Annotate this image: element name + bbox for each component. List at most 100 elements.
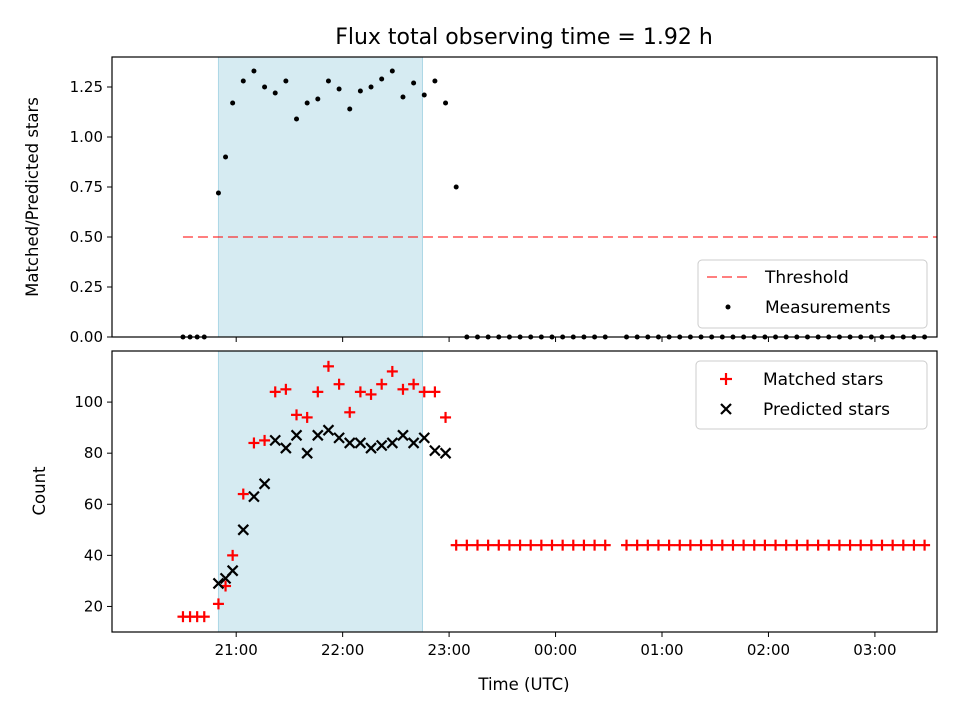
- matched-star-marker: [557, 539, 569, 551]
- matched-star-marker: [365, 388, 377, 400]
- predicted-star-marker: [212, 577, 225, 590]
- predicted-star-marker: [365, 442, 377, 454]
- matched-star-marker: [844, 539, 856, 551]
- matched-star-marker: [386, 365, 398, 377]
- predicted-legend-label: Predicted stars: [763, 400, 890, 420]
- measurement-point: [215, 190, 221, 196]
- measurement-point: [400, 94, 406, 100]
- predicted-star-marker: [237, 524, 250, 536]
- bottom-legend: Matched stars Predicted stars: [695, 360, 928, 430]
- matched-star-marker: [801, 539, 813, 551]
- matched-star-marker: [770, 539, 782, 551]
- predicted-star-marker: [333, 432, 345, 444]
- bottom-y-axis-label: Count: [30, 466, 49, 516]
- predicted-legend-swatch: [720, 403, 732, 415]
- matched-star-marker: [312, 386, 324, 398]
- x-tick-label: 03:00: [853, 641, 896, 659]
- predicted-star-marker: [290, 429, 303, 442]
- bottom-y-tick-label: 40: [84, 546, 103, 564]
- matched-star-marker: [738, 539, 750, 551]
- matched-star-marker: [897, 539, 909, 551]
- matched-star-marker: [674, 539, 686, 551]
- matched-star-marker: [493, 539, 505, 551]
- matched-star-marker: [748, 539, 760, 551]
- predicted-star-marker: [375, 439, 388, 452]
- matched-star-marker: [198, 611, 210, 623]
- chart-title: Flux total observing time = 1.92 h: [335, 25, 713, 50]
- predicted-star-marker: [343, 437, 356, 449]
- predicted-star-marker: [248, 490, 260, 503]
- measurement-point: [294, 116, 300, 122]
- matched-star-marker: [727, 539, 739, 551]
- matched-legend-label: Matched stars: [763, 370, 883, 390]
- matched-star-marker: [397, 383, 409, 395]
- top-y-tick-label: 1.25: [70, 78, 103, 96]
- matched-star-markers: [177, 360, 931, 623]
- matched-star-marker: [855, 539, 867, 551]
- matched-star-marker: [291, 409, 303, 421]
- matched-star-marker: [791, 539, 803, 551]
- bottom-highlight-span: [217, 350, 423, 633]
- measurement-point: [357, 88, 363, 94]
- matched-star-marker: [344, 406, 356, 418]
- top-y-axis-label: Matched/Predicted stars: [23, 97, 42, 297]
- matched-star-marker: [812, 539, 824, 551]
- measurement-point: [389, 68, 395, 74]
- matched-star-marker: [269, 386, 281, 398]
- matched-star-marker: [706, 539, 718, 551]
- matched-star-marker: [482, 539, 494, 551]
- bottom-x-axis: 21:00 22:00 23:00 00:00 01:00 02:00 03:00: [215, 632, 897, 659]
- predicted-star-marker: [397, 429, 409, 442]
- matched-star-marker: [833, 539, 845, 551]
- matched-star-marker: [887, 539, 899, 551]
- measurement-point: [347, 106, 353, 112]
- x-tick-label: 21:00: [215, 641, 258, 659]
- bottom-y-tick-label: 20: [84, 597, 103, 615]
- top-panel: 0.00 0.25 0.50 0.75 1.00 1.25 Matched/Predict…: [23, 56, 938, 346]
- bottom-y-tick-label: 80: [84, 444, 103, 462]
- matched-star-marker: [237, 488, 249, 500]
- predicted-star-marker: [322, 424, 335, 436]
- measurement-point: [453, 184, 459, 190]
- top-axes-frame: [111, 56, 938, 338]
- measurement-point: [251, 68, 257, 74]
- matched-star-marker: [514, 539, 526, 551]
- matched-star-marker: [589, 539, 601, 551]
- bottom-y-tick-label: 60: [84, 495, 103, 513]
- predicted-star-markers: [212, 424, 452, 590]
- matched-star-marker: [259, 434, 271, 446]
- top-legend: Threshold Measurements: [697, 259, 928, 329]
- measurement-point: [421, 92, 427, 98]
- x-tick-label: 01:00: [640, 641, 683, 659]
- matched-star-marker: [578, 539, 590, 551]
- matched-star-marker: [418, 386, 430, 398]
- top-y-axis: 0.00 0.25 0.50 0.75 1.00 1.25: [70, 78, 112, 346]
- top-y-tick-label: 0.00: [70, 328, 103, 346]
- predicted-star-marker: [269, 434, 282, 447]
- matched-star-marker: [865, 539, 877, 551]
- measurements-legend-label: Measurements: [765, 298, 891, 318]
- measurement-point: [315, 96, 321, 102]
- predicted-star-marker: [386, 437, 399, 449]
- predicted-star-marker: [312, 429, 324, 442]
- x-tick-label: 02:00: [747, 641, 790, 659]
- matched-star-marker: [535, 539, 547, 551]
- matched-star-marker: [280, 383, 292, 395]
- matched-star-marker: [212, 598, 224, 610]
- measurement-point: [325, 78, 331, 84]
- matched-star-marker: [376, 378, 388, 390]
- top-highlight-span: [217, 56, 423, 338]
- top-legend-box: [697, 259, 928, 329]
- predicted-star-marker: [354, 437, 367, 449]
- matched-star-marker: [876, 539, 888, 551]
- matched-star-marker: [301, 411, 313, 423]
- bottom-axes-frame: [111, 350, 938, 633]
- measurement-point: [336, 86, 342, 92]
- measurement-point: [272, 90, 278, 96]
- matched-star-marker: [546, 539, 558, 551]
- matched-star-marker: [567, 539, 579, 551]
- top-y-tick-label: 0.25: [70, 278, 103, 296]
- measurement-point: [223, 154, 229, 160]
- matched-star-marker: [631, 539, 643, 551]
- measurement-point: [368, 84, 374, 90]
